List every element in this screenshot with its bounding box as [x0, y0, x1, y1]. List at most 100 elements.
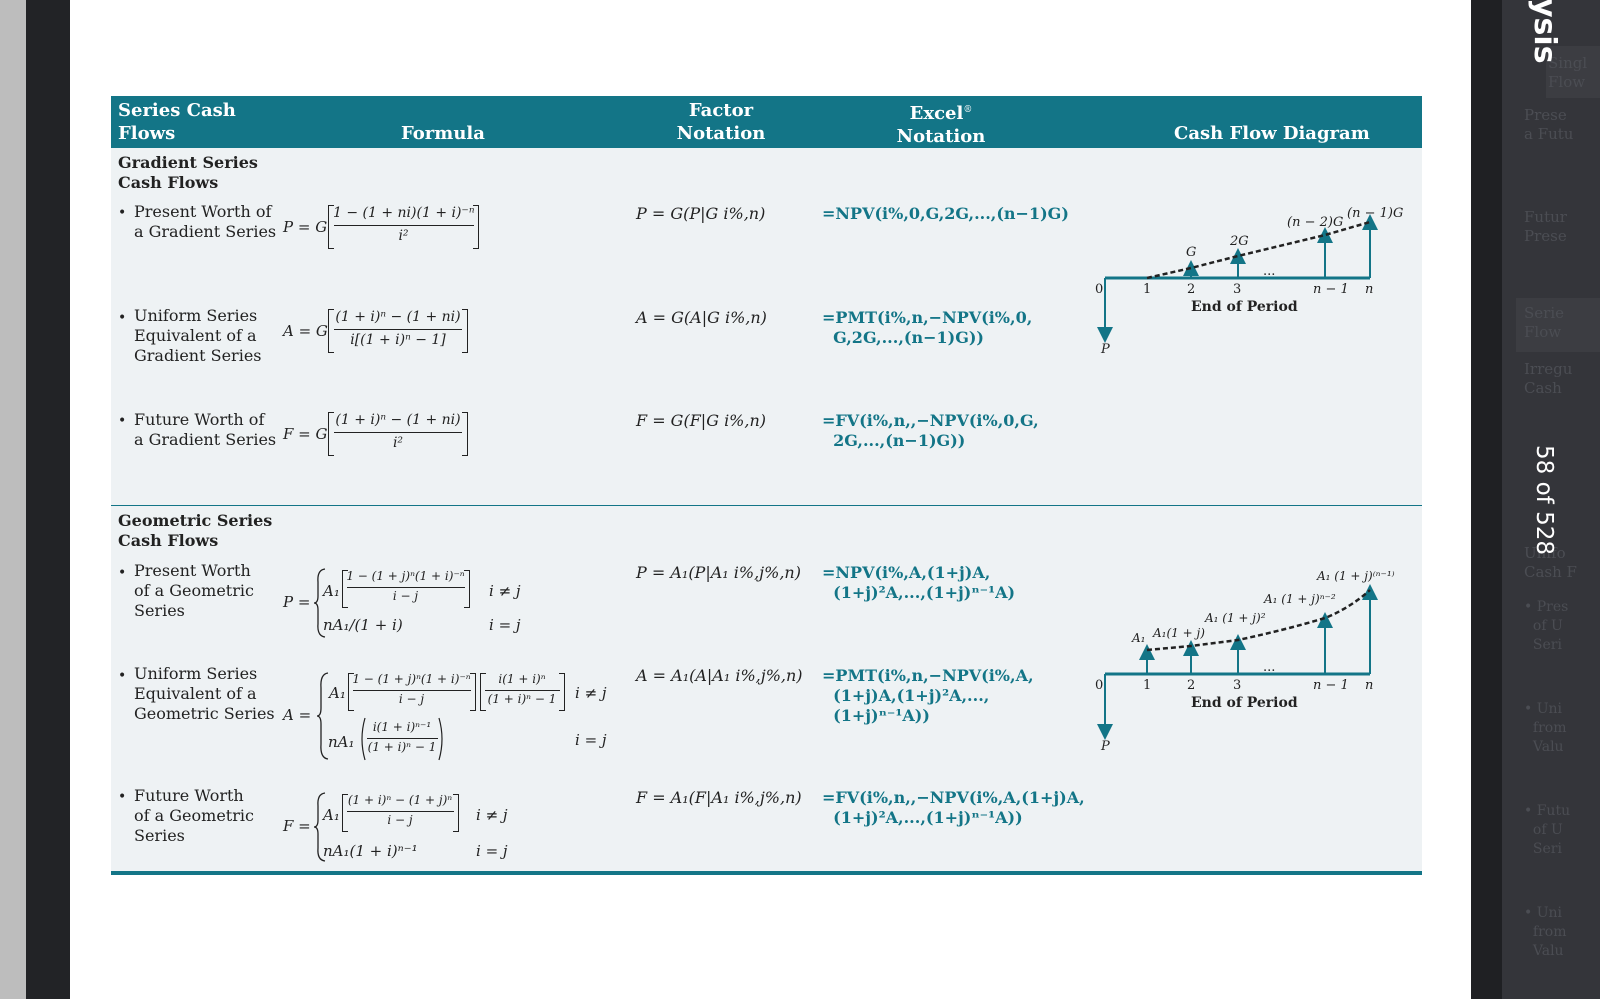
geometric-pw-den: i − j: [392, 589, 419, 603]
paren-right-icon: [438, 717, 443, 761]
geometric-pw-cond2: i = j: [489, 616, 521, 634]
thumbnail-text: • Pres of U Seri: [1524, 599, 1569, 653]
bullet-icon: •: [118, 205, 127, 221]
tick-1: 1: [1143, 282, 1151, 297]
viewer-left-scrollbar[interactable]: [0, 0, 26, 999]
gradient-us-factor: A = G(A|G i%,n): [636, 308, 767, 327]
header-diagram: Cash Flow Diagram: [1174, 123, 1370, 144]
fraction-line: [353, 690, 471, 691]
bracket-right: [473, 205, 479, 249]
geometric-pw-num: 1 − (1 + j)ⁿ(1 + i)⁻ⁿ: [346, 569, 465, 583]
label-a1jn1: A₁ (1 + j)⁽ⁿ⁻¹⁾: [1316, 569, 1395, 583]
geometric-us-excel: =PMT(i%,n,−NPV(i%,A, (1+j)A,(1+j)²A,...,…: [822, 666, 1034, 725]
gradient-us-num: (1 + i)ⁿ − (1 + ni): [335, 309, 461, 325]
viewer-gutter: [1471, 0, 1502, 999]
thumbnail-text: • Uni from Valu: [1524, 701, 1567, 755]
thumbnail-highlight[interactable]: [1546, 46, 1600, 98]
geometric-pw-excel: =NPV(i%,A,(1+j)A, (1+j)²A,...,(1+j)ⁿ⁻¹A): [822, 563, 1016, 602]
thumbnail-text: Prese a Futu: [1524, 106, 1574, 143]
geometric-us-lhs: A =: [283, 706, 312, 724]
geometric-section-title: Geometric Series Cash Flows: [118, 511, 273, 550]
gradient-pw-factor: P = G(P|G i%,n): [636, 204, 766, 223]
label-g: G: [1186, 245, 1196, 260]
geometric-us-cond2: i = j: [575, 731, 607, 749]
gradient-trend-line: [1146, 220, 1371, 280]
geometric-fw-case2: nA₁(1 + i)ⁿ⁻¹: [323, 842, 418, 860]
geometric-pw-factor: P = A₁(P|A₁ i%,j%,n): [636, 563, 801, 582]
header-series: Series Cash Flows: [118, 100, 236, 144]
gradient-fw-factor: F = G(F|G i%,n): [636, 411, 767, 430]
label-a1jn2: A₁ (1 + j)ⁿ⁻²: [1263, 592, 1336, 606]
bullet-icon: •: [118, 789, 127, 805]
label-n-2g: (n − 2)G: [1287, 215, 1343, 230]
header-factor: Factor Notation: [676, 100, 766, 144]
gradient-us-label: Uniform Series Equivalent of a Gradient …: [134, 306, 262, 365]
label-a1: A₁: [1131, 631, 1145, 645]
geometric-cash-flow-diagram: 0 1 2 3 n − 1 n ... A₁ A₁(1 + j) A₁ (1 +…: [1095, 569, 1395, 754]
geometric-fw-label: Future Worth of a Geometric Series: [134, 786, 254, 845]
thumbnail-text: Futur Prese: [1524, 208, 1567, 245]
thumbnail-text: Unifo Cash F: [1524, 544, 1577, 581]
page-indicator: 58 of 528: [1531, 445, 1557, 555]
bracket-left: [342, 570, 348, 608]
geometric-fw-cond1: i ≠ j: [476, 806, 508, 824]
bullet-icon: •: [118, 565, 127, 581]
label-2g: 2G: [1229, 234, 1249, 249]
tick-2: 2: [1187, 282, 1195, 297]
geometric-pw-case2: nA₁/(1 + i): [323, 616, 403, 634]
bracket-right: [462, 412, 468, 456]
section-divider: [111, 505, 1422, 506]
label-p: P: [1100, 342, 1110, 357]
geometric-fw-num: (1 + i)ⁿ − (1 + j)ⁿ: [347, 793, 453, 807]
gradient-fw-excel: =FV(i%,n,,−NPV(i%,0,G, 2G,...,(n−1)G)): [822, 411, 1039, 450]
label-a1j2: A₁ (1 + j)²: [1204, 611, 1266, 625]
bullet-icon: •: [118, 310, 127, 326]
gradient-fw-label: Future Worth of a Gradient Series: [134, 410, 277, 449]
geometric-pw-coef: A₁: [323, 582, 340, 600]
ellipsis: ...: [1263, 660, 1275, 675]
tick-zero: 0: [1095, 282, 1103, 297]
bullet-icon: •: [118, 413, 127, 429]
paren-left-icon: [361, 717, 366, 761]
gradient-pw-num: 1 − (1 + ni)(1 + i)⁻ⁿ: [333, 205, 475, 221]
geometric-pw-cond1: i ≠ j: [489, 582, 521, 600]
bracket-left: [348, 673, 354, 711]
header-excel: Excel® Notation: [896, 103, 986, 147]
geometric-us-label: Uniform Series Equivalent of a Geometric…: [134, 664, 275, 723]
gradient-us-den: i[(1 + i)ⁿ − 1]: [350, 332, 446, 348]
thumbnail-text: Singl Flow: [1548, 54, 1588, 91]
geometric-us-coef: A₁: [329, 684, 346, 702]
bracket-right: [464, 570, 470, 608]
bracket-right: [470, 673, 476, 711]
geometric-fw-coef: A₁: [323, 806, 340, 824]
geometric-fw-den: i − j: [387, 813, 413, 827]
fraction-line: [347, 587, 465, 588]
brace-icon: [313, 568, 326, 638]
geometric-us-den2: (1 + i)ⁿ − 1: [487, 692, 557, 706]
geometric-us-coef2: nA₁: [328, 733, 355, 751]
tick-1: 1: [1143, 678, 1151, 693]
bracket-left: [480, 673, 486, 711]
tick-n-1: n − 1: [1313, 678, 1349, 693]
table-bottom-rule: [111, 871, 1422, 875]
geometric-fw-cond2: i = j: [476, 842, 508, 860]
header-formula: Formula: [401, 123, 485, 144]
thumbnail-panel[interactable]: Singl Flow Prese a Futu Futur Prese Serie Fl…: [1502, 0, 1600, 999]
geometric-trend-line: [1146, 589, 1371, 652]
gradient-pw-den: i²: [398, 228, 409, 244]
thumbnail-highlight[interactable]: [1516, 298, 1600, 352]
tick-n: n: [1365, 282, 1373, 297]
label-p: P: [1100, 739, 1110, 754]
geometric-pw-label: Present Worth of a Geometric Series: [134, 561, 254, 620]
tick-2: 2: [1187, 678, 1195, 693]
label-a1j: A₁(1 + j): [1152, 626, 1205, 640]
geometric-fw-factor: F = A₁(F|A₁ i%,j%,n): [636, 788, 802, 807]
axis-title: End of Period: [1191, 299, 1298, 315]
tick-n: n: [1365, 678, 1373, 693]
thumbnail-text: Serie Flow: [1524, 304, 1564, 341]
gradient-us-excel: =PMT(i%,n,−NPV(i%,0, G,2G,...,(n−1)G)): [822, 308, 1033, 347]
bracket-right: [453, 794, 459, 832]
table-header: Series Cash Flows Formula Factor Notatio…: [111, 96, 1422, 148]
fraction-line: [485, 690, 560, 691]
gradient-pw-lhs: P = G: [283, 218, 328, 236]
